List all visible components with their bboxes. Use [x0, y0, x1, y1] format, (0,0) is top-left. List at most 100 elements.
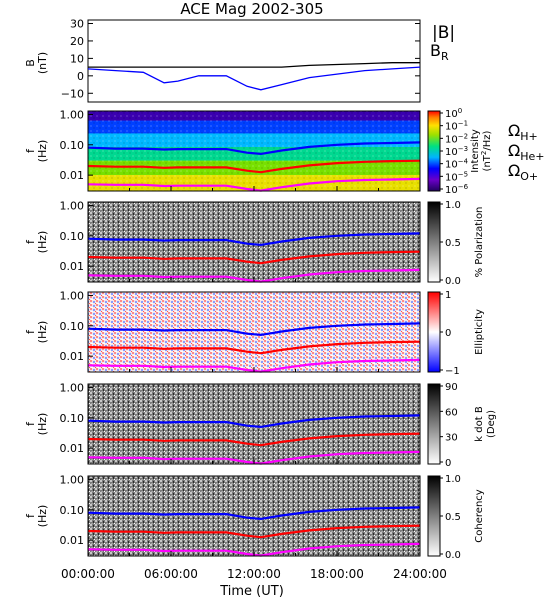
colorbar-label-kdotb: k dot B	[474, 406, 485, 442]
colorbar-tick-base: 10	[445, 160, 458, 171]
b-tick-label: 20	[70, 35, 84, 48]
freq-ylabel-unit: (Hz)	[36, 505, 49, 528]
colorbar-tick-exp: −1	[458, 120, 468, 128]
colorbar-tick-exp: 0	[458, 107, 462, 115]
legend-omega-he: ΩHe+	[508, 141, 545, 163]
legend-br: BR	[430, 41, 449, 63]
series-omega-o-line	[87, 358, 421, 373]
b-lines	[87, 62, 421, 91]
colorbar-tick-exp: −5	[458, 170, 468, 178]
colorbar-intensity	[427, 110, 441, 192]
colorbar-tick-label: 0.0	[445, 550, 461, 561]
series-omega-h-line	[87, 232, 421, 247]
freq-ylabel-unit: (Hz)	[36, 231, 49, 254]
spectrogram-texture	[88, 111, 420, 191]
x-tick-label: 18:00:00	[310, 567, 364, 581]
colorbar-unit-sup: 2	[480, 151, 488, 155]
colorbar-tick-base: 10	[445, 185, 458, 196]
spectrogram-panels: 1.000.100.01f (Hz)10010−110−210−310−410−5…	[24, 107, 497, 561]
colorbar-tick-label: 0.5	[445, 512, 461, 523]
colorbar-tick-base: 10	[445, 134, 458, 145]
colorbar-tick-exp: −3	[458, 145, 468, 153]
colorbar-kdotb	[427, 383, 441, 465]
freq-ylabel-f: f	[24, 148, 37, 153]
legend-omega-h-sym: Ω	[508, 121, 520, 140]
colorbar-tick-label: 10−1	[445, 120, 468, 133]
series-br-line	[87, 66, 421, 91]
freq-tick-label: 1.00	[60, 473, 85, 486]
colorbar-label-polarization: % Polarization	[474, 207, 485, 278]
b-tick-label: 10	[70, 52, 84, 65]
b-tick-label: 0	[77, 70, 84, 83]
b-ylabel-unit: (nT)	[36, 52, 49, 74]
freq-ylabel-unit: (Hz)	[36, 140, 49, 163]
spectrogram-image	[88, 476, 420, 556]
colorbar-unit-intensity: (nT2/Hz)	[480, 130, 493, 171]
series-omega-o-line	[87, 268, 421, 283]
series-omega-he-line	[87, 250, 421, 265]
b-y-ticks: 30 20 10 0 −10	[61, 17, 420, 100]
colorbar-tick-label: 1	[445, 290, 451, 301]
x-tick-label: 00:00:00	[61, 567, 115, 581]
panel-ellipticity: 1.00 0.10 0.01 f (Hz) 1 0 −1 Ellipticity	[24, 289, 485, 377]
spectrogram-image	[88, 292, 420, 372]
freq-tick-label: 1.00	[60, 289, 85, 302]
b-tick-label: 30	[70, 17, 84, 30]
freq-ylabel-f: f	[24, 239, 37, 244]
series-omega-h-line	[87, 414, 421, 429]
colorbar-label-ellipticity: Ellipticity	[474, 309, 485, 355]
series-omega-he-line	[87, 159, 421, 174]
colorbar-tick-base: 10	[445, 109, 458, 120]
freq-tick-label: 0.01	[60, 169, 85, 182]
figure-title: ACE Mag 2002-305	[180, 0, 323, 18]
freq-ylabel-f: f	[24, 421, 37, 426]
colorbar-tick-label: 0	[445, 458, 451, 469]
legend-omega-o-sym: Ω	[508, 161, 520, 180]
b-tick-label: −10	[61, 87, 84, 100]
legend-br-main: B	[430, 41, 441, 60]
series-bmag-line	[88, 62, 420, 68]
spectrogram-image	[88, 202, 420, 282]
series-omega-he-line	[87, 524, 421, 539]
series-omega-h-line	[87, 322, 421, 337]
series-omega-h-line	[87, 506, 421, 521]
colorbar-label-intensity: Intensity	[470, 129, 481, 173]
gyro-legend: ΩH+ ΩHe+ ΩO+	[508, 121, 545, 183]
colorbar-tick-label: 90	[445, 382, 458, 393]
colorbar-tick-label: 10−5	[445, 170, 468, 183]
colorbar-tick-label: 0.0	[445, 276, 461, 287]
time-axis: 00:00:00 06:00:00 12:00:00 18:00:00 24:00:00	[61, 567, 447, 581]
legend-omega-o: ΩO+	[508, 161, 538, 183]
colorbar-tick-label: 10−4	[445, 158, 469, 171]
freq-ylabel-unit: (Hz)	[36, 413, 49, 436]
colorbar-tick-label: 10−3	[445, 145, 468, 158]
series-omega-he-line	[87, 340, 421, 355]
colorbar-polarization	[427, 201, 441, 283]
colorbar-tick-label: 0	[445, 328, 451, 339]
colorbar-label2-kdotb: (Deg)	[486, 410, 497, 438]
colorbar-coherency	[427, 475, 441, 557]
freq-tick-label: 0.01	[60, 534, 85, 547]
freq-tick-label: 0.01	[60, 442, 85, 455]
spectrogram-image	[88, 384, 420, 464]
colorbar-unit-pre: (nT	[482, 154, 493, 171]
colorbar-tick-label: 1.0	[445, 200, 461, 211]
x-tick-label: 24:00:00	[393, 567, 447, 581]
series-omega-o-line	[87, 542, 421, 557]
colorbar-tick-label: 30	[445, 433, 458, 444]
colorbar-tick-exp: −4	[458, 158, 469, 166]
colorbar-ellipticity	[427, 291, 441, 373]
panel-polarization: 1.00 0.10 0.01 f (Hz) 1.0 0.5 0.0 % Polarization	[24, 199, 485, 287]
colorbar-tick-base: 10	[445, 122, 458, 133]
b-ylabel-b: B	[24, 59, 37, 67]
legend-omega-he-sym: Ω	[508, 141, 520, 160]
freq-tick-label: 0.10	[60, 139, 85, 152]
freq-tick-label: 0.10	[60, 230, 85, 243]
freq-tick-label: 1.00	[60, 381, 85, 394]
colorbar-tick-label: 100	[445, 107, 462, 120]
freq-tick-label: 0.10	[60, 504, 85, 517]
panel-intensity: 1.000.100.01f (Hz)10010−110−210−310−410−5…	[24, 107, 493, 196]
panel-kdotb: 1.00 0.10 0.01 f (Hz) 90 60 30 0 k dot B (Deg)	[24, 381, 497, 469]
colorbar-tick-label: 0.5	[445, 238, 461, 249]
